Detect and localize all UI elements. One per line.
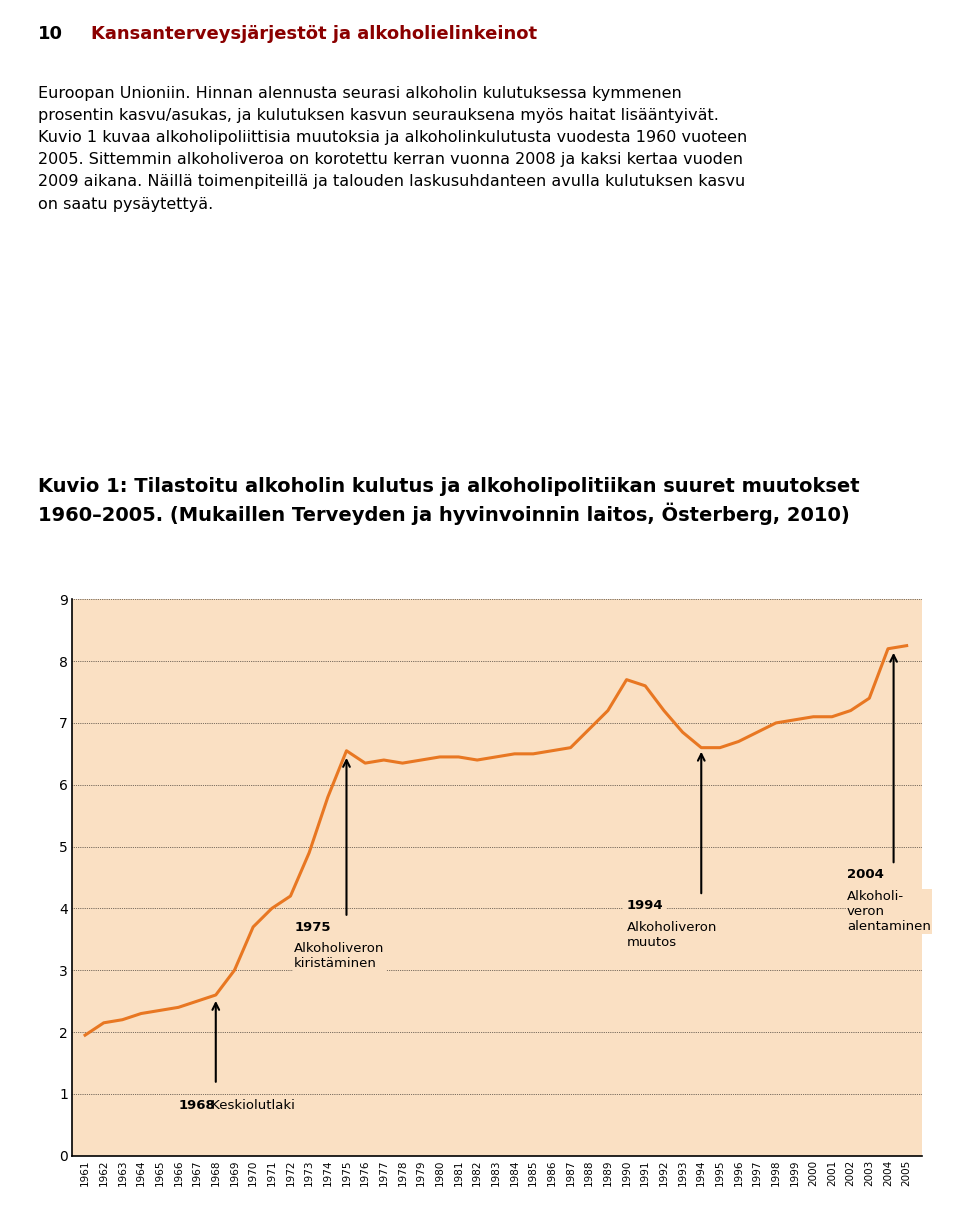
Text: 1968: 1968 [179, 1098, 215, 1112]
Text: Euroopan Unioniin. Hinnan alennusta seurasi alkoholin kulutuksessa kymmenen
pros: Euroopan Unioniin. Hinnan alennusta seur… [38, 86, 748, 212]
Text: Alkoholiveron
kiristäminen: Alkoholiveron kiristäminen [294, 943, 385, 970]
Text: 1994: 1994 [627, 899, 663, 912]
Text: Kuvio 1: Tilastoitu alkoholin kulutus ja alkoholipolitiikan suuret muutokset
196: Kuvio 1: Tilastoitu alkoholin kulutus ja… [38, 477, 860, 525]
Text: Alkoholi-
veron
alentaminen: Alkoholi- veron alentaminen [847, 890, 931, 933]
Text: 2004: 2004 [847, 868, 884, 882]
Text: Kansanterveysjärjestöt ja alkoholielinkeinot: Kansanterveysjärjestöt ja alkoholielinke… [91, 24, 538, 43]
Text: 10: 10 [38, 24, 63, 43]
Text: Alkoholiveron
muutos: Alkoholiveron muutos [627, 921, 717, 949]
Text: 1975: 1975 [294, 921, 330, 934]
Text: Keskiolutlaki: Keskiolutlaki [207, 1098, 296, 1112]
